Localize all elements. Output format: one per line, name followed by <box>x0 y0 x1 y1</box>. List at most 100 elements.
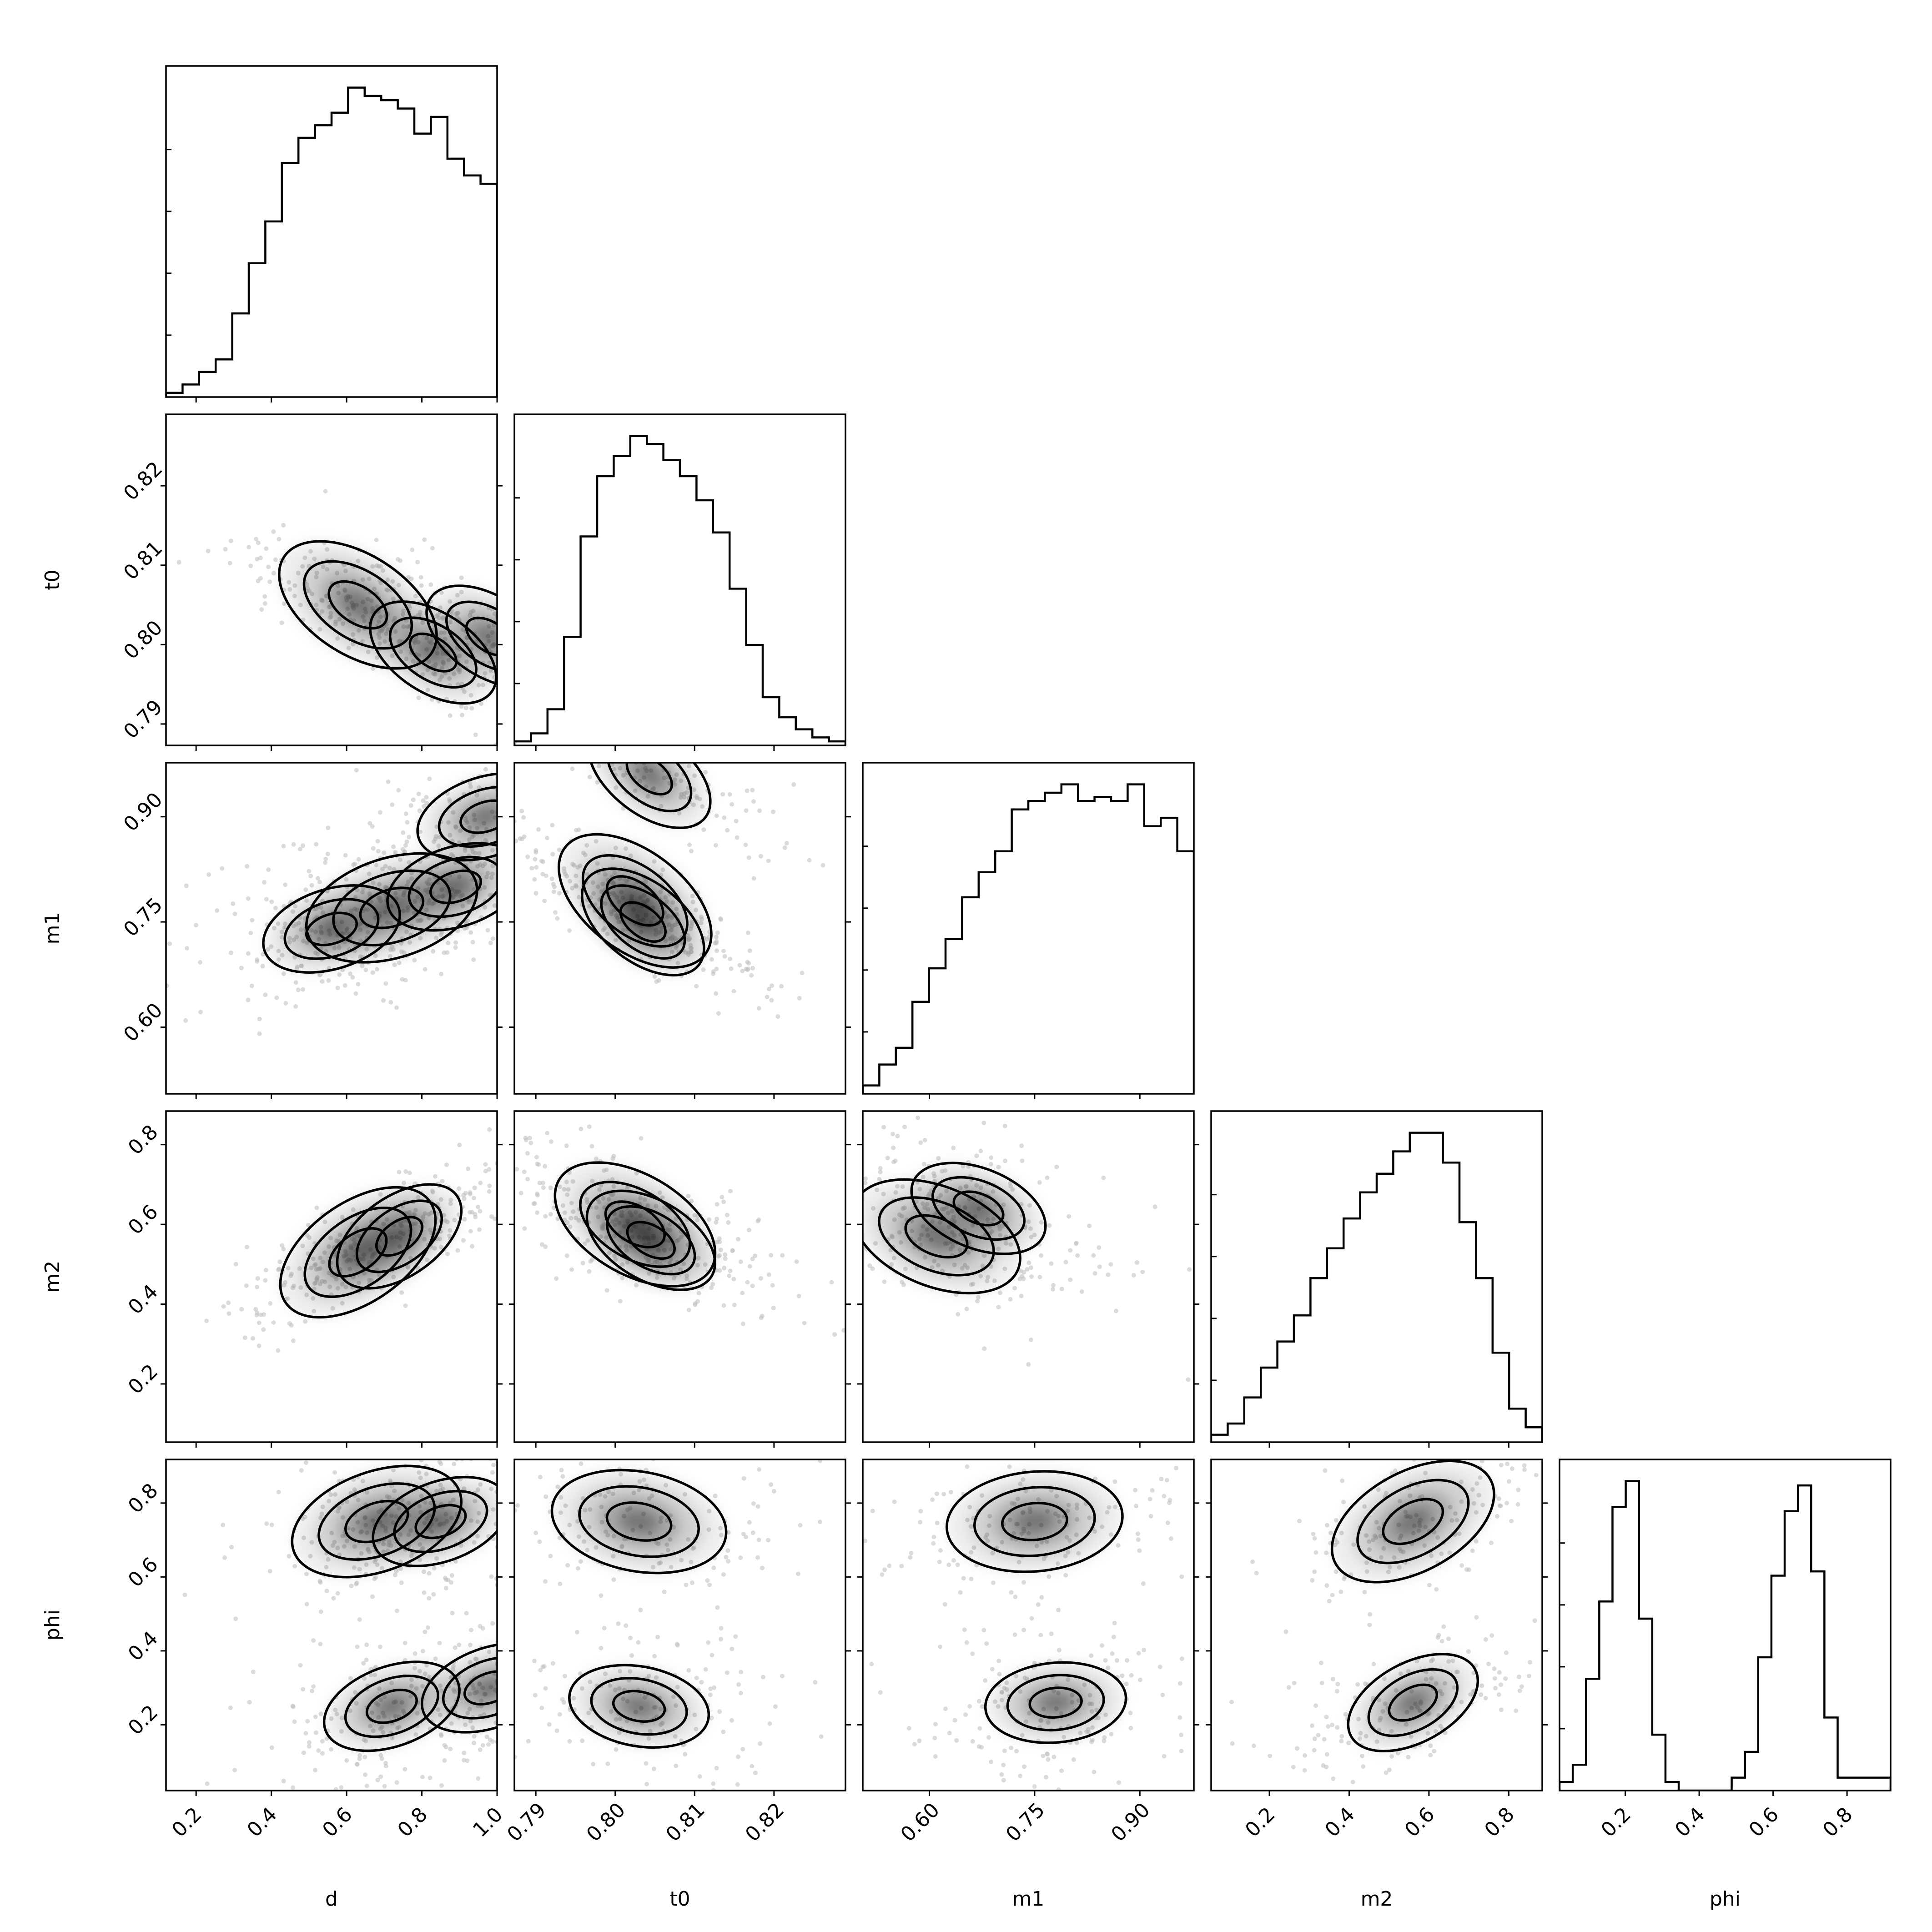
scatter-point <box>684 1582 689 1587</box>
scatter-point <box>1342 1576 1347 1581</box>
scatter-point <box>471 957 476 962</box>
scatter-point <box>529 865 534 870</box>
scatter-point <box>1504 1650 1509 1655</box>
scatter-point <box>1045 1175 1050 1180</box>
scatter-point <box>342 983 347 988</box>
scatter-point <box>1493 1685 1498 1690</box>
scatter-point <box>941 1492 946 1497</box>
scatter-point <box>483 767 488 772</box>
scatter-point <box>744 808 749 813</box>
scatter-point <box>1137 1548 1142 1553</box>
scatter-point <box>652 1654 657 1659</box>
scatter-point <box>247 544 252 549</box>
contour-line <box>327 580 388 630</box>
scatter-point <box>798 1523 803 1528</box>
scatter-point <box>751 799 756 804</box>
contour-line <box>1367 1668 1459 1737</box>
density-level <box>629 909 658 935</box>
scatter-point <box>937 1560 942 1565</box>
scatter-point <box>930 1497 935 1502</box>
panel-frame <box>513 1459 846 1791</box>
scatter-point <box>258 1313 263 1318</box>
contour-line <box>553 1161 717 1288</box>
scatter-point <box>984 1641 989 1646</box>
scatter-point <box>215 908 220 913</box>
scatter-point <box>317 880 322 885</box>
scatter-point <box>329 1747 334 1752</box>
scatter-point <box>1387 1767 1392 1772</box>
scatter-point <box>350 975 355 980</box>
scatter-point <box>263 992 268 997</box>
scatter-point <box>743 1535 748 1540</box>
scatter-point <box>1120 1673 1125 1678</box>
scatter-point <box>483 1162 488 1167</box>
scatter-point <box>829 1280 834 1285</box>
scatter-point <box>462 1758 467 1763</box>
scatter-point <box>703 770 708 775</box>
scatter-point <box>624 1623 629 1628</box>
scatter-point <box>245 864 250 869</box>
scatter-point <box>274 995 279 1000</box>
scatter-point <box>1057 1648 1062 1653</box>
scatter-point <box>331 1596 336 1601</box>
scatter-point <box>747 948 752 953</box>
scatter-point <box>741 1531 746 1536</box>
scatter-point <box>724 1670 730 1675</box>
scatter-point <box>267 1569 272 1574</box>
scatter-point <box>713 1494 718 1499</box>
scatter-point <box>1324 1752 1329 1757</box>
scatter-point <box>541 1185 546 1190</box>
scatter-point <box>878 1170 883 1175</box>
scatter-point <box>1109 1731 1114 1736</box>
scatter-point <box>741 1476 746 1481</box>
scatter-point <box>320 1751 325 1756</box>
scatter-point <box>988 1162 993 1167</box>
scatter-point <box>1516 1675 1521 1680</box>
scatter-point <box>652 974 657 979</box>
scatter-point <box>283 1001 288 1006</box>
scatter-point <box>423 967 428 972</box>
scatter-point <box>1483 1637 1488 1642</box>
scatter-point <box>870 1509 875 1514</box>
scatter-point <box>686 1668 691 1673</box>
scatter-point <box>1134 1260 1139 1265</box>
scatter-point <box>470 940 475 945</box>
contour-line <box>1028 1686 1083 1719</box>
scatter-point <box>1187 1267 1192 1272</box>
panel-content <box>514 1459 824 1791</box>
scatter-point <box>261 1327 266 1332</box>
scatter-point <box>636 1640 641 1645</box>
panel-content <box>1560 1480 1891 1791</box>
scatter-point <box>1097 1245 1102 1250</box>
contour-line <box>590 1677 688 1736</box>
scatter-point <box>599 1593 604 1598</box>
scatter-point <box>316 1748 321 1753</box>
density-level <box>1398 1691 1428 1714</box>
scatter-point <box>755 1218 760 1223</box>
scatter-point <box>694 984 699 989</box>
scatter-point <box>863 1176 868 1181</box>
scatter-point <box>560 1474 565 1479</box>
scatter-point <box>1427 1583 1432 1588</box>
scatter-point <box>961 1576 966 1581</box>
scatter-point <box>267 579 272 584</box>
scatter-point <box>906 1726 911 1731</box>
scatter-point <box>1516 1487 1521 1492</box>
scatter-point <box>557 847 562 852</box>
scatter-point <box>1509 1519 1514 1524</box>
scatter-point <box>485 928 490 933</box>
scatter-point <box>880 1572 885 1577</box>
scatter-point <box>766 858 771 863</box>
scatter-point <box>204 1318 209 1323</box>
scatter-point <box>377 810 382 815</box>
scatter-point <box>750 966 755 971</box>
scatter-point <box>1470 1548 1475 1553</box>
scatter-point <box>519 836 524 841</box>
scatter-point <box>736 1237 741 1242</box>
scatter-point <box>427 1571 432 1576</box>
scatter-point <box>599 1645 604 1650</box>
scatter-point <box>965 1464 970 1469</box>
scatter-point <box>981 1120 986 1125</box>
scatter-point <box>750 788 755 793</box>
